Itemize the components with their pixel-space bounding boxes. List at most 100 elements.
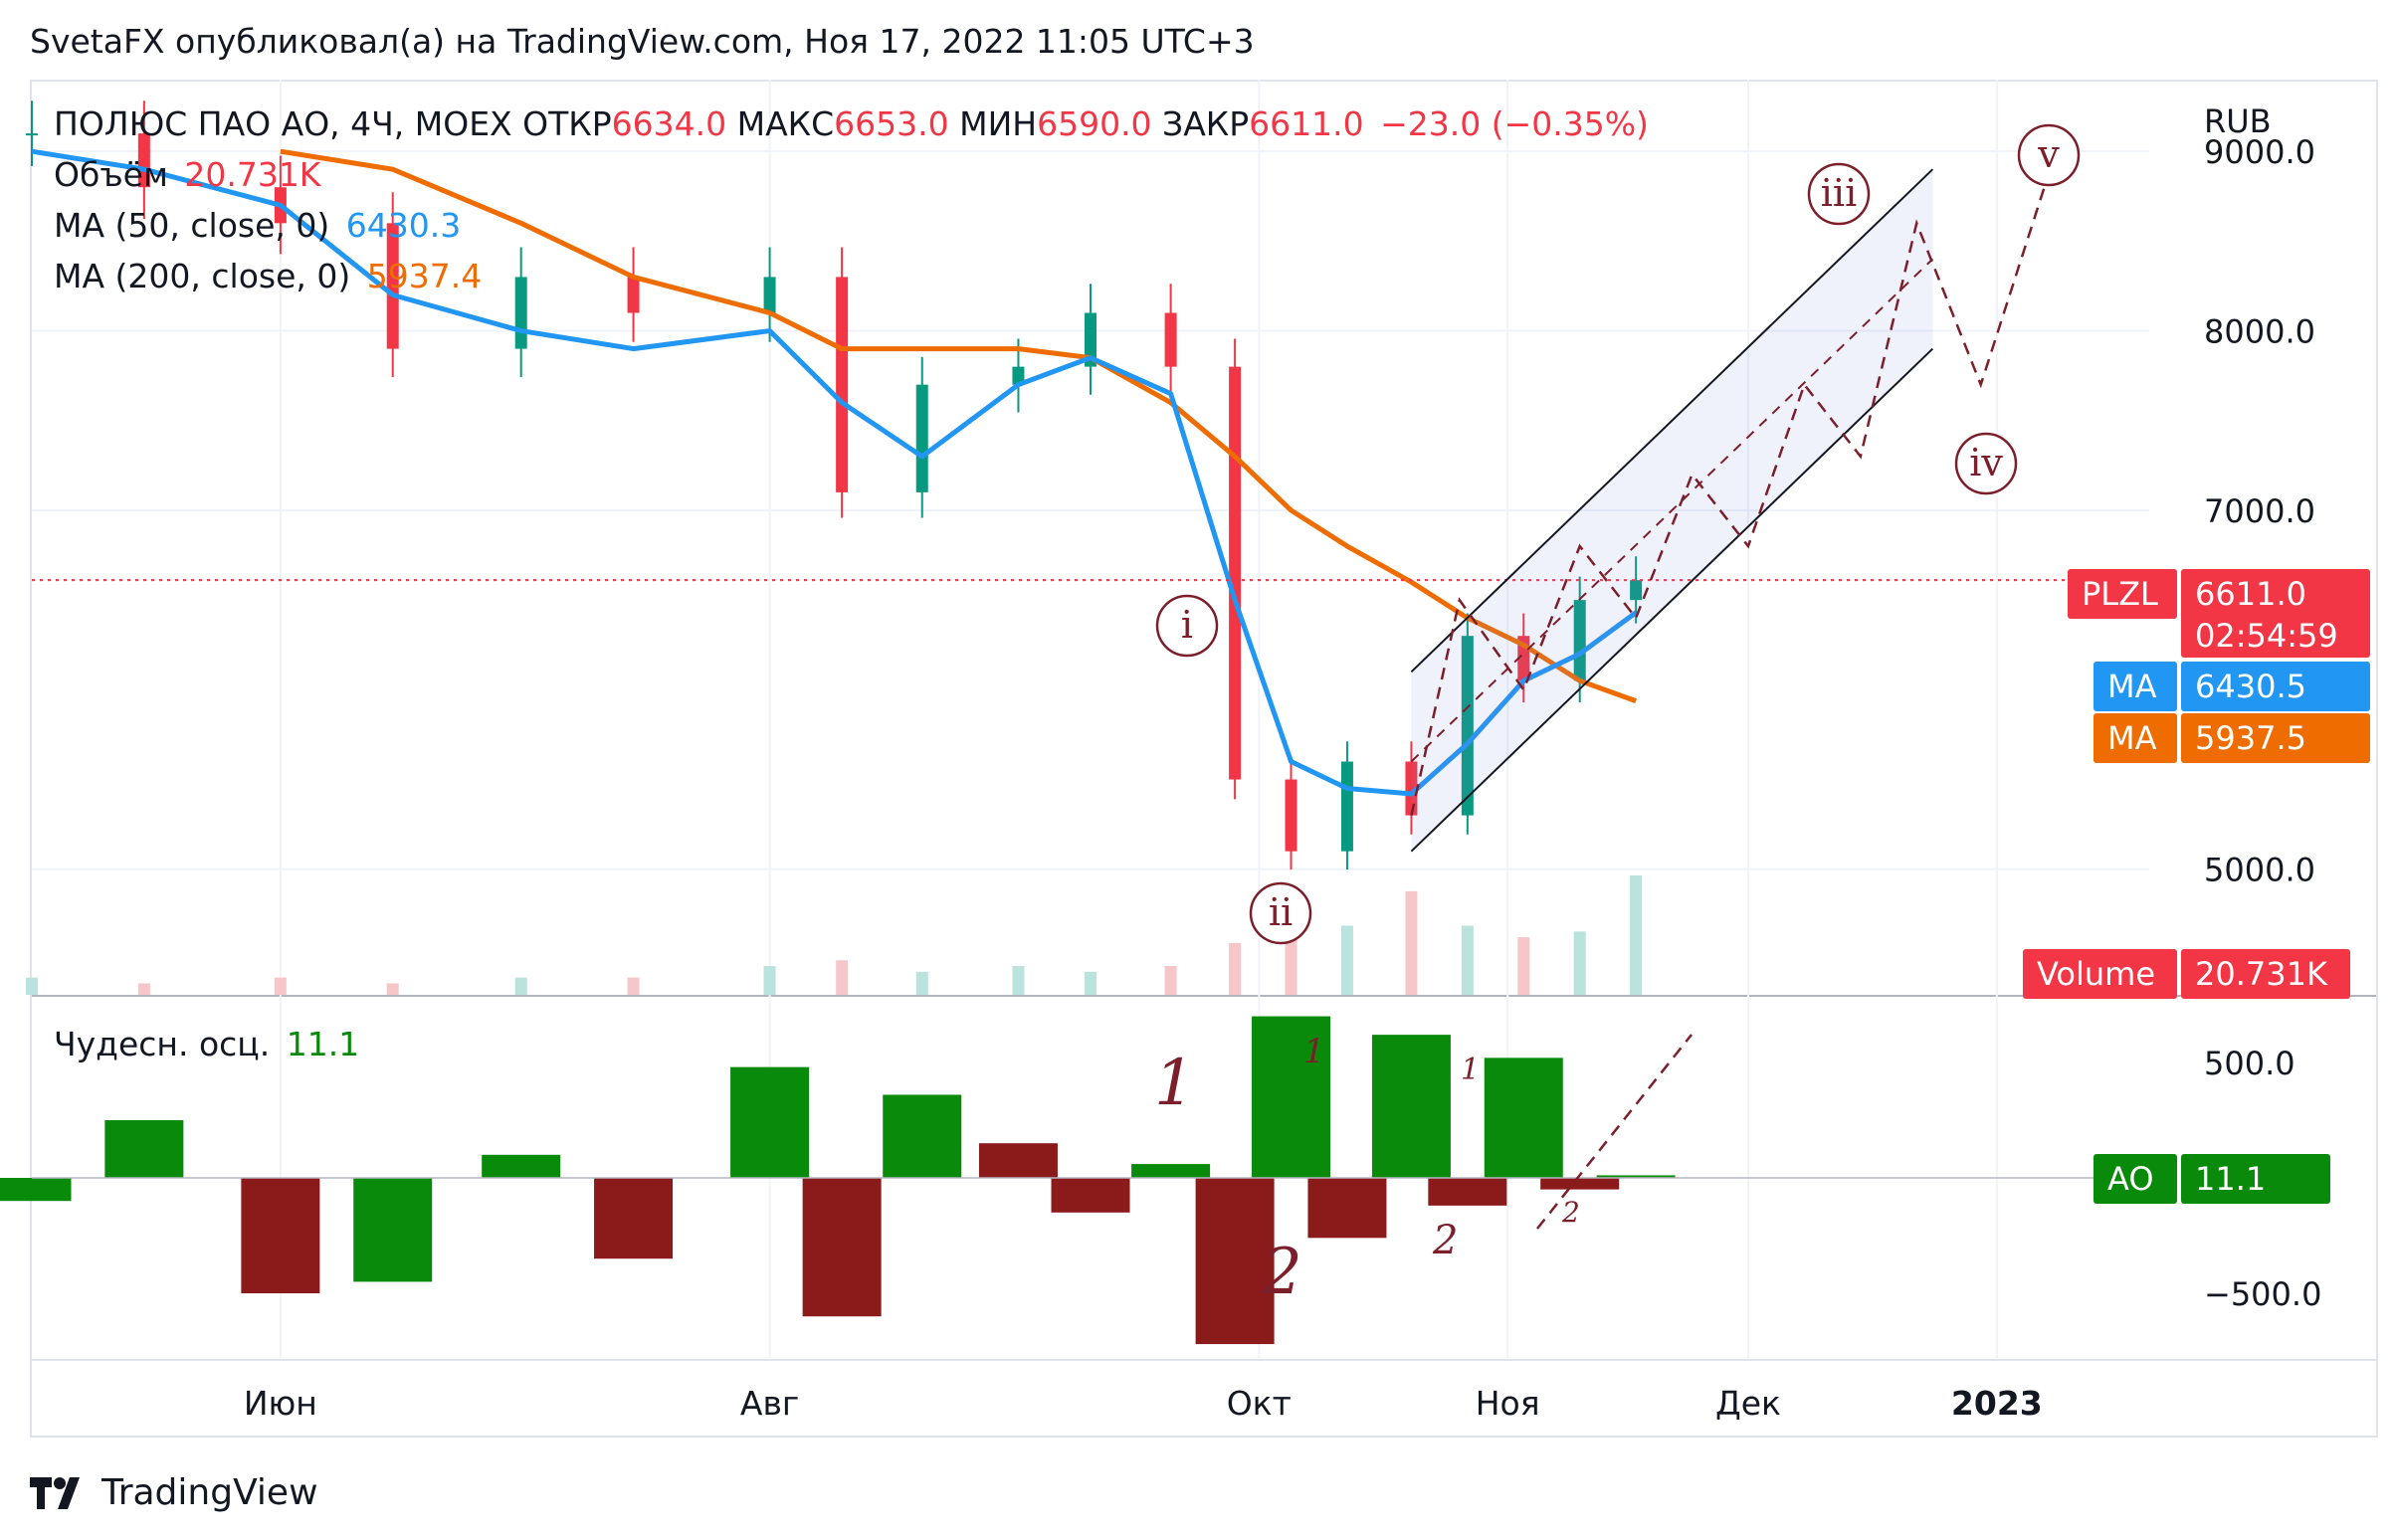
volume-bar <box>1630 875 1643 995</box>
ao-bar <box>1484 1058 1563 1178</box>
price-tick-label: 9000.0 <box>2204 133 2315 171</box>
time-tick-label: Окт <box>1227 1384 1292 1423</box>
candle-body <box>514 277 527 349</box>
price-grid: 9000.0 8000.0 7000.0 5000.0 <box>32 133 2315 889</box>
legend-ma200-label: MA (200, close, 0) <box>54 257 351 295</box>
ao-bar <box>802 1178 882 1317</box>
time-tick-label: 2023 <box>1951 1384 2043 1423</box>
ao-bar <box>0 1178 72 1202</box>
ao-tick-label: −500.0 <box>2204 1275 2321 1313</box>
ao-bar <box>594 1178 674 1259</box>
legend-low-label: МИН <box>959 104 1038 143</box>
ao-bar <box>353 1178 433 1282</box>
candle-body <box>1340 761 1353 852</box>
ao-bar <box>1428 1178 1507 1206</box>
legend-change: −23.0 (−0.35%) <box>1380 104 1649 143</box>
legend-ma50-label: MA (50, close, 0) <box>54 206 330 245</box>
ao-bar <box>1596 1175 1676 1178</box>
price-tick-label: 7000.0 <box>2204 492 2315 530</box>
volume-bar <box>1517 937 1530 995</box>
volume-bar <box>627 977 640 995</box>
volume-bar <box>386 983 399 995</box>
ao-bar <box>1051 1178 1130 1213</box>
volume-bar <box>836 960 849 995</box>
ao-bar <box>1195 1178 1275 1345</box>
tradingview-logo-icon <box>30 1475 90 1511</box>
ao-wave-1-large: 1 <box>1154 1047 1195 1120</box>
volume-bar <box>1405 890 1418 995</box>
legend-ma200: MA (200, close, 0) 5937.4 <box>54 257 482 295</box>
tag-volume-label: Volume <box>2023 949 2177 999</box>
legend-volume-label: Объём <box>54 155 168 194</box>
candle-body <box>1405 761 1418 816</box>
candle-body <box>627 277 640 313</box>
ma200-line <box>280 148 1637 703</box>
ao-tick-label: 500.0 <box>2204 1045 2295 1082</box>
wave-label-i-circle <box>1155 594 1219 658</box>
tag-ao-label: AO <box>2094 1154 2177 1204</box>
candle-body <box>763 277 776 313</box>
ao-wave-1-mid: 1 <box>1303 1032 1325 1071</box>
ma50-line <box>31 148 1638 797</box>
channel-lower-line <box>1410 347 1934 853</box>
wave-label-iv-circle <box>1954 432 2018 495</box>
tag-volume-value: 20.731K <box>2181 949 2350 999</box>
candle-body <box>26 133 38 136</box>
wave-label-iv: iv <box>1969 441 2003 484</box>
volume-bar <box>1012 966 1025 995</box>
ao-wave-1-small: 1 <box>1461 1053 1480 1087</box>
candle-body <box>1630 580 1643 601</box>
tag-ma50-value: 6430.5 <box>2181 662 2370 711</box>
candle-body <box>1085 312 1097 367</box>
tag-countdown: 02:54:59 <box>2181 614 2370 658</box>
ao-bar <box>730 1066 810 1178</box>
wave-label-v: v <box>2037 132 2060 176</box>
ao-projection-arrow <box>1536 1034 1693 1230</box>
ao-wave-2-mid: 2 <box>1432 1218 1458 1263</box>
legend-ohlc: ПОЛЮС ПАО АО, 4Ч, MOEX ОТКР6634.0 МАКС66… <box>54 104 1649 143</box>
legend-ao-value: 11.1 <box>286 1025 360 1063</box>
legend-high-label: МАКС <box>736 104 835 143</box>
wave-label-v-circle <box>2017 123 2081 187</box>
candle-body <box>137 133 150 188</box>
legend-high-value: 6653.0 <box>834 104 949 143</box>
legend-ao: Чудесн. осц. 11.1 <box>54 1025 359 1063</box>
legend-close-label: ЗАКР <box>1162 104 1250 143</box>
time-tick-label: Июн <box>244 1384 317 1423</box>
tag-ao-value: 11.1 <box>2181 1154 2330 1204</box>
volume-bar <box>1229 942 1242 995</box>
ao-bar <box>883 1094 962 1178</box>
wave-label-ii-circle <box>1249 881 1312 945</box>
tag-last-price: 6611.0 <box>2181 569 2370 619</box>
candle-body <box>1285 779 1297 852</box>
legend-ao-label: Чудесн. осц. <box>54 1025 271 1063</box>
time-tick-label: Дек <box>1715 1384 1781 1423</box>
volume-bar <box>1573 931 1586 995</box>
legend-close-value: 6611.0 <box>1249 104 1364 143</box>
price-tick-label: 5000.0 <box>2204 852 2315 889</box>
volume-bar <box>1340 925 1353 995</box>
volume-bar <box>1164 966 1177 995</box>
legend-ma200-value: 5937.4 <box>366 257 483 295</box>
footer-brand[interactable]: TradingView <box>30 1472 318 1513</box>
legend-symbol: ПОЛЮС ПАО АО, 4Ч, MOEX <box>54 104 512 143</box>
legend-ma50: MA (50, close, 0) 6430.3 <box>54 206 461 245</box>
tag-symbol: PLZL <box>2068 569 2177 619</box>
ao-bar <box>241 1178 320 1294</box>
ao-bar <box>1371 1035 1451 1178</box>
volume-bar <box>1085 971 1097 995</box>
wave-label-ii: ii <box>1269 890 1293 934</box>
ao-bar <box>978 1143 1058 1178</box>
volume-bar <box>274 977 287 995</box>
legend-open-value: 6634.0 <box>611 104 727 143</box>
volume-bar <box>1461 925 1474 995</box>
candle-body <box>1012 366 1025 385</box>
candle-body <box>1461 636 1474 816</box>
candle-body <box>1229 366 1242 780</box>
candle-body <box>1573 600 1586 681</box>
wave-label-iii-circle <box>1807 162 1871 226</box>
ao-bar <box>482 1154 561 1178</box>
ao-bar <box>1540 1178 1620 1190</box>
footer-brand-text: TradingView <box>101 1472 318 1513</box>
